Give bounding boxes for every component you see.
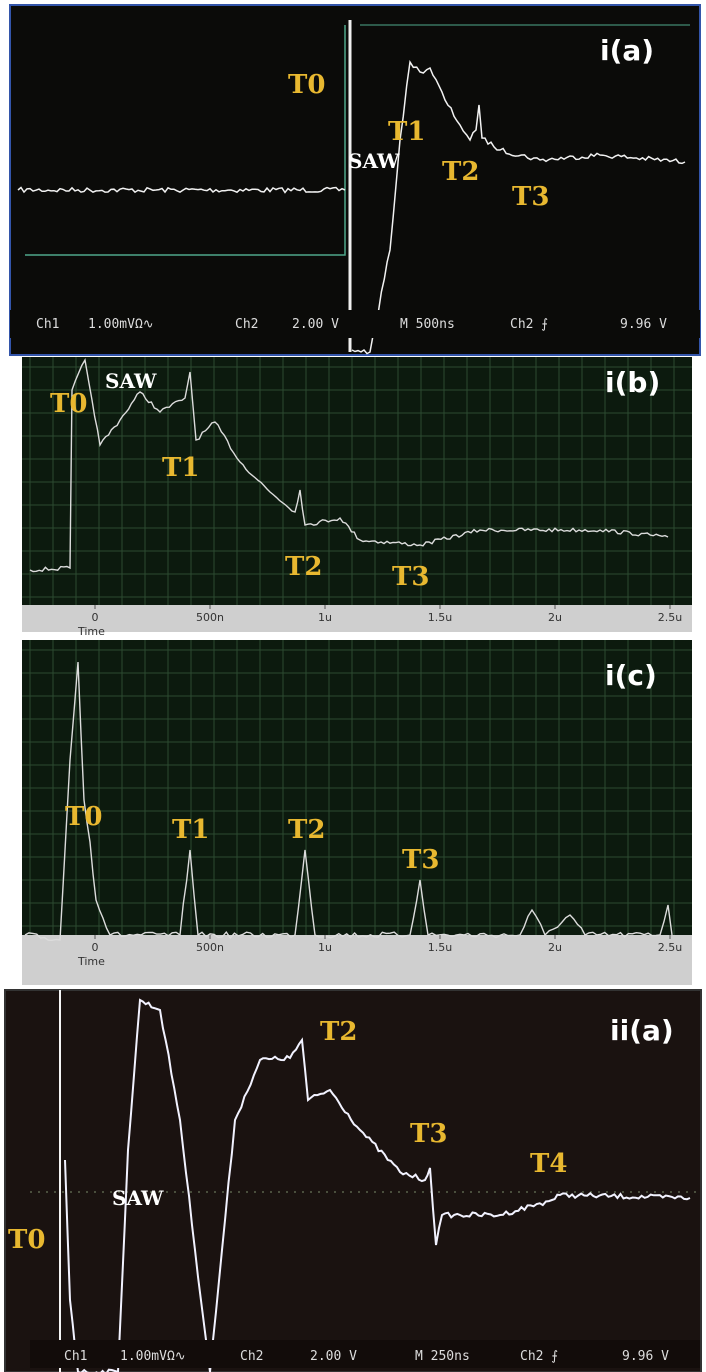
axis-bar: [22, 605, 692, 632]
status: Ch2: [240, 1349, 263, 1364]
status: 2.00 V: [292, 317, 339, 332]
x-axis: 0 500n 1u 1.5u 2u 2.5u Time: [77, 935, 682, 968]
panel-bg: [9, 4, 701, 356]
x-tick-label: 500n: [196, 611, 224, 624]
status: 9.96 V: [620, 317, 667, 332]
waveform: [17, 186, 346, 194]
x-tick-label: 2u: [548, 941, 562, 954]
peak-label: T1: [162, 453, 199, 483]
axis-title: Time: [77, 955, 105, 968]
x-axis: 0 500n 1u 1.5u 2u 2.5u Time: [77, 605, 682, 638]
status: Ch2: [235, 317, 258, 332]
peak-label: T0: [8, 1225, 45, 1255]
peak-label: T3: [410, 1119, 447, 1149]
status-bar: [30, 1340, 700, 1368]
status: Ch2 ⨍: [510, 317, 548, 332]
peak-label: T2: [442, 157, 479, 187]
waveform: [351, 59, 686, 355]
waveform: [64, 998, 691, 1372]
panel-tag: i(b): [605, 366, 660, 399]
peak-label: T4: [530, 1149, 567, 1179]
x-tick-label: 1.5u: [428, 611, 452, 624]
status: M 500ns: [400, 317, 455, 332]
x-tick-label: 2.5u: [658, 611, 682, 624]
panel-tag: i(c): [605, 659, 657, 692]
trace: [59, 990, 691, 1372]
status: Ch1: [64, 1349, 87, 1364]
peak-label: T0: [65, 802, 102, 832]
peak-label: T0: [50, 389, 87, 419]
axis-title: Time: [77, 625, 105, 638]
x-tick-label: 2.5u: [658, 941, 682, 954]
status: 2.00 V: [310, 1349, 357, 1364]
panel-bg: [22, 357, 692, 605]
peak-label: T2: [320, 1017, 357, 1047]
panel-tag: ii(a): [610, 1014, 674, 1047]
x-tick-label: 1u: [318, 611, 332, 624]
status: Ch2 ⨍: [520, 1349, 558, 1364]
panel-bg: [4, 989, 702, 1372]
peak-label: T0: [288, 70, 325, 100]
wave-label: SAW: [348, 149, 400, 173]
status: 1.00mVΩ∿: [88, 317, 154, 332]
x-tick-label: 0: [92, 941, 99, 954]
x-tick-label: 1u: [318, 941, 332, 954]
waveform: [29, 357, 669, 573]
ch2-trace: [25, 25, 346, 256]
status-bar: [10, 310, 700, 338]
peak-label: T2: [285, 552, 322, 582]
peak-label: T1: [388, 117, 425, 147]
peak-label: T3: [392, 562, 429, 592]
wave-label: SAW: [105, 369, 157, 393]
x-tick-label: 500n: [196, 941, 224, 954]
axis-bar: [22, 935, 692, 985]
x-tick-label: 2u: [548, 611, 562, 624]
peak-label: T1: [172, 815, 209, 845]
panel-tag: i(a): [600, 34, 654, 67]
peak-label: T3: [402, 845, 439, 875]
status: Ch1: [36, 317, 59, 332]
wave-label: SAW: [112, 1186, 164, 1210]
peak-label: T3: [512, 182, 549, 212]
x-tick-label: 1.5u: [428, 941, 452, 954]
status: 1.00mVΩ∿: [120, 1349, 186, 1364]
trace: [29, 357, 669, 573]
peak-label: T2: [288, 815, 325, 845]
waveform: [24, 661, 673, 942]
trace: [24, 661, 673, 942]
trace: [17, 59, 686, 355]
status: M 250ns: [415, 1349, 470, 1364]
x-tick-label: 0: [92, 611, 99, 624]
grid: [22, 640, 692, 935]
grid: [22, 357, 692, 605]
status: 9.96 V: [622, 1349, 669, 1364]
